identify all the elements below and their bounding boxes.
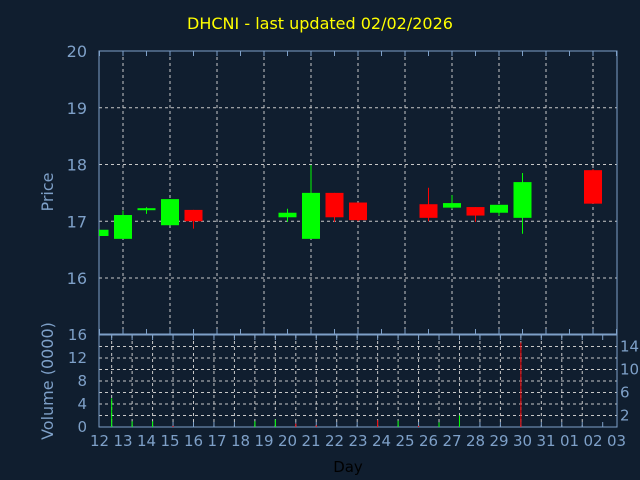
x-tick-label: 18 <box>231 432 250 450</box>
candle-body <box>99 229 109 237</box>
x-tick-label: 03 <box>607 432 626 450</box>
volume-tick-label: 16 <box>68 326 87 344</box>
candles-group <box>99 165 602 239</box>
candle-body <box>349 202 367 221</box>
x-tick-label: 22 <box>325 432 344 450</box>
x-tick-label: 29 <box>489 432 508 450</box>
x-tick-label: 30 <box>513 432 532 450</box>
candle-body <box>114 215 132 239</box>
volume-tick-label: 10 <box>620 361 639 379</box>
x-tick-label: 15 <box>160 432 179 450</box>
candle-body <box>466 207 485 216</box>
x-tick-label: 26 <box>419 432 438 450</box>
x-tick-label: 01 <box>560 432 579 450</box>
price-tick-label: 19 <box>67 99 87 118</box>
x-tick-label: 02 <box>583 432 602 450</box>
x-tick-label: 14 <box>137 432 156 450</box>
x-axis-label: Day <box>333 458 363 476</box>
volume-tick-label: 12 <box>68 349 87 367</box>
volume-tick-label: 14 <box>620 338 639 356</box>
x-tick-label: 28 <box>466 432 485 450</box>
candle-body <box>443 203 461 208</box>
price-tick-label: 20 <box>67 42 87 61</box>
candle-body <box>184 209 203 222</box>
volume-tick-label: 6 <box>620 384 630 402</box>
volume-tick-label: 0 <box>77 418 87 436</box>
volume-axis-label: Volume (0000) <box>38 322 57 440</box>
candle-body <box>513 182 532 218</box>
candle-body <box>325 192 344 218</box>
candle-body <box>584 170 602 204</box>
chart-title: DHCNI - last updated 02/02/2026 <box>187 14 453 33</box>
volume-tick-label: 8 <box>77 372 87 390</box>
candle-body <box>137 208 156 211</box>
x-tick-label: 17 <box>207 432 226 450</box>
candle-body <box>278 212 297 218</box>
price-tick-label: 16 <box>67 269 87 288</box>
x-tick-label: 31 <box>536 432 555 450</box>
price-tick-label: 18 <box>67 156 87 175</box>
x-tick-label: 16 <box>184 432 203 450</box>
candle-body <box>302 192 320 239</box>
candle-body <box>490 204 508 213</box>
volume-tick-label: 4 <box>77 395 87 413</box>
candle-body <box>419 204 438 218</box>
candle-body <box>161 199 179 226</box>
x-tick-label: 23 <box>348 432 367 450</box>
price-axis-label: Price <box>38 172 57 211</box>
x-tick-label: 25 <box>395 432 414 450</box>
x-tick-label: 12 <box>90 432 109 450</box>
x-tick-label: 24 <box>372 432 391 450</box>
volume-tick-label: 2 <box>620 407 630 425</box>
x-tick-label: 21 <box>301 432 320 450</box>
volume-plot-frame <box>98 334 618 428</box>
x-tick-label: 20 <box>278 432 297 450</box>
x-tick-label: 27 <box>442 432 461 450</box>
x-tick-label: 13 <box>113 432 132 450</box>
price-tick-label: 17 <box>67 212 87 231</box>
x-tick-label: 19 <box>254 432 273 450</box>
